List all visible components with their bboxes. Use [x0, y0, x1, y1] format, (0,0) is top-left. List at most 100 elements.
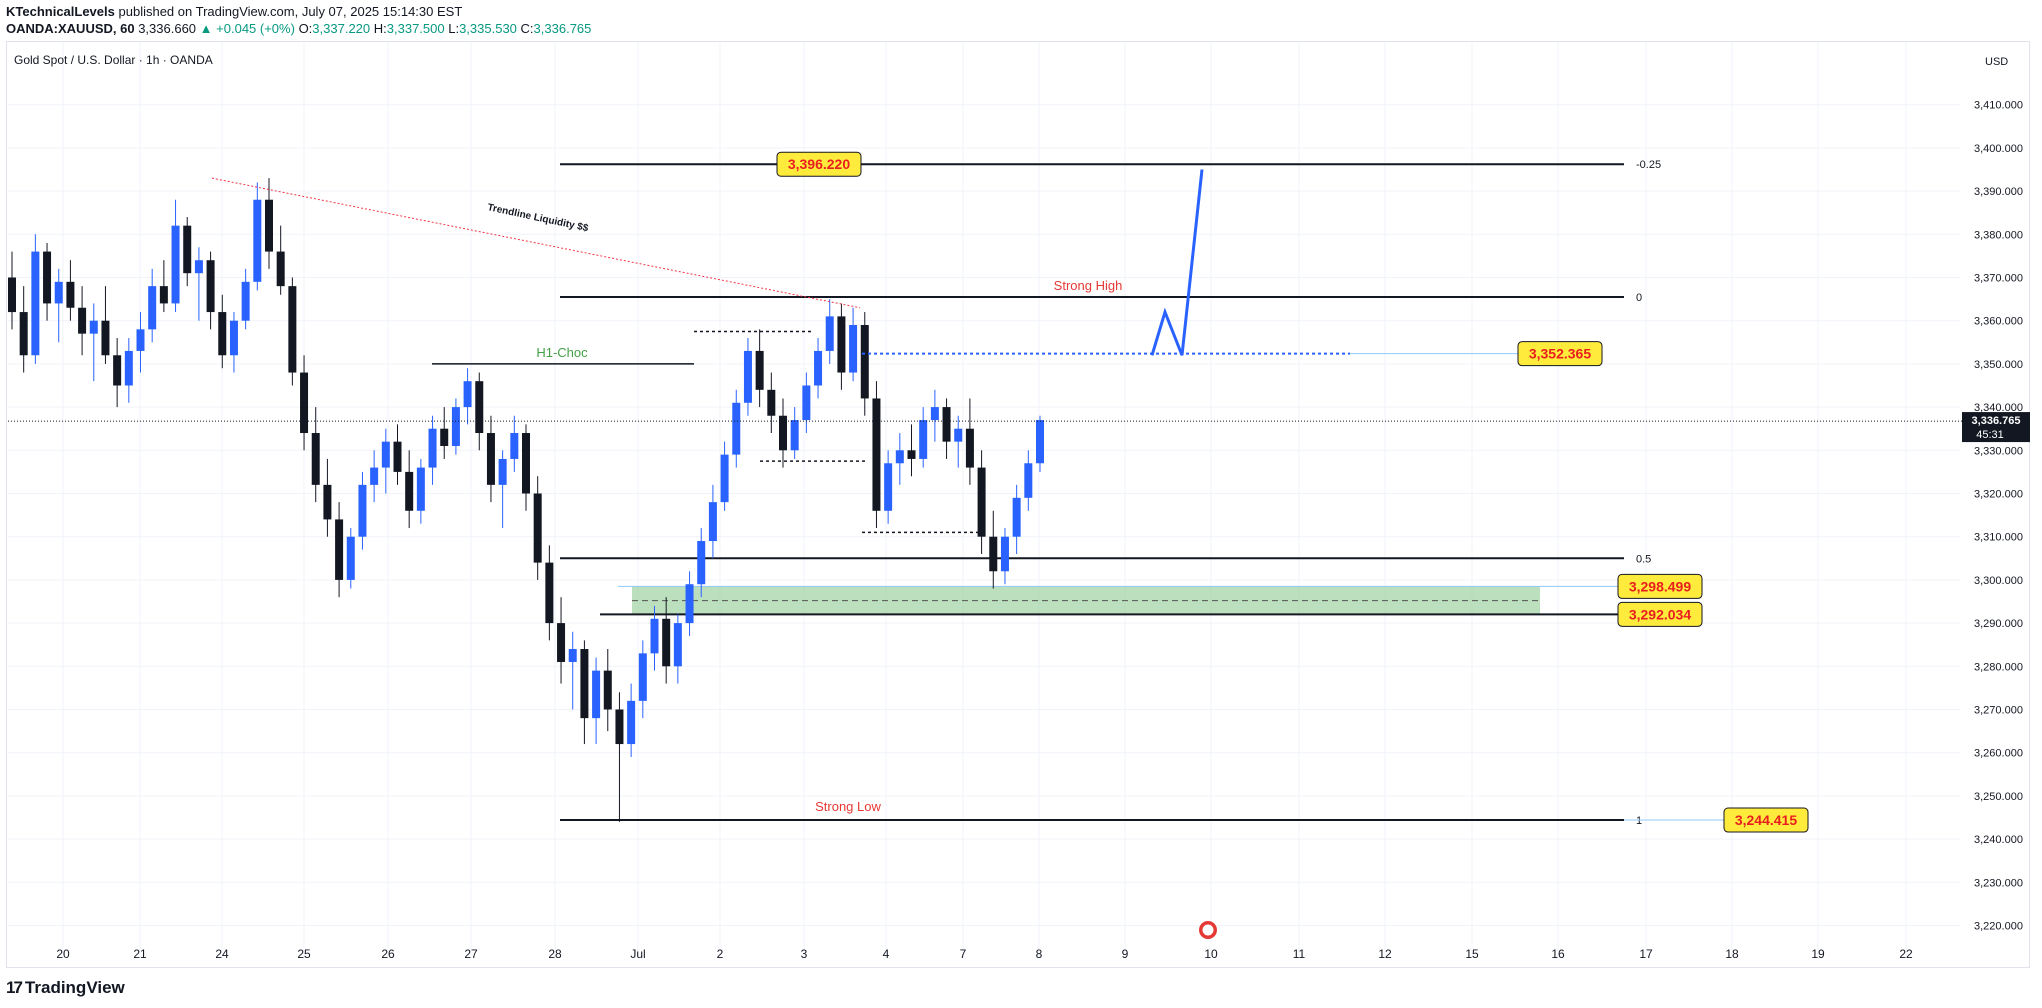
candle-body [1024, 463, 1033, 498]
price-label-3352: 3,352.365 [1529, 346, 1591, 362]
current-price-value: 3,336.765 [1972, 415, 2021, 427]
candle-body [884, 463, 893, 511]
x-tick-label: 12 [1378, 947, 1392, 961]
y-tick-label: 3,350.000 [1974, 359, 2023, 371]
candle-body [603, 670, 612, 710]
y-tick-label: 3,270.000 [1974, 705, 2023, 717]
y-tick-label: 3,290.000 [1974, 618, 2023, 630]
currency-label[interactable]: USD [1985, 56, 2008, 68]
candle-body [218, 312, 227, 356]
candle-body [802, 385, 811, 421]
candle-body [124, 350, 133, 386]
fib-0.5-label: 0.5 [1636, 553, 1651, 565]
low-label: L: [448, 21, 460, 36]
candle-body [825, 316, 834, 351]
x-tick-label: 17 [1639, 947, 1653, 961]
annotations: Trendline Liquidity $$ Strong High Strong … [8, 169, 1962, 939]
candle-body [627, 700, 636, 745]
price-label-3244: 3,244.415 [1735, 812, 1797, 828]
candle-body [78, 307, 87, 334]
candle-body [790, 420, 799, 451]
candle-body [592, 670, 601, 719]
x-tick-label: 25 [297, 947, 311, 961]
candle-body [498, 458, 507, 485]
x-tick-label: 7 [960, 947, 967, 961]
candle-body [685, 584, 694, 624]
x-tick-label: 27 [464, 947, 478, 961]
candle-body [54, 281, 63, 304]
candle-body [405, 471, 414, 511]
candle-body [872, 398, 881, 511]
brand-name: TradingView [24, 978, 125, 997]
x-tick-label: 9 [1122, 947, 1129, 961]
chart-frame [6, 41, 2030, 968]
trendline [211, 177, 861, 309]
strong-high-label: Strong High [1054, 278, 1123, 293]
candle-body [31, 251, 40, 356]
x-tick-label: 15 [1465, 947, 1479, 961]
candle-body [580, 649, 589, 719]
candle-body [288, 286, 297, 373]
last-price: 3,336.660 [138, 21, 197, 36]
x-tick-label: 10 [1204, 947, 1218, 961]
candle-body [416, 467, 425, 511]
candle-body [708, 502, 717, 542]
candle-body [954, 428, 963, 442]
x-tick-label: 3 [801, 947, 808, 961]
candle-body [229, 320, 238, 356]
open-label: O: [298, 21, 313, 36]
price-label-3292-box [1617, 601, 1703, 627]
tradingview-brand[interactable]: 17 TradingView [6, 978, 125, 998]
y-tick-label: 3,310.000 [1974, 532, 2023, 544]
countdown: 45:31 [1976, 429, 2004, 441]
candle-body [265, 199, 273, 252]
symbol-label[interactable]: OANDA:XAUUSD, 60 [6, 21, 135, 36]
candle-body [930, 407, 939, 421]
candle-body [697, 541, 706, 585]
candle-body [300, 372, 309, 434]
current-price-tag [1962, 412, 2030, 443]
tradingview-logo-icon: 17 [6, 978, 23, 997]
ohlc-bar: OANDA:XAUUSD, 60 3,336.660 ▲ +0.045 (+0%… [6, 20, 591, 38]
candle-body [89, 320, 98, 334]
x-tick-label: 22 [1899, 947, 1913, 961]
x-tick-label: 20 [56, 947, 70, 961]
publish-info: KTechnicalLevels published on TradingVie… [6, 3, 462, 21]
candle-body [615, 709, 624, 745]
y-tick-label: 3,250.000 [1974, 791, 2023, 803]
candle-body [557, 623, 566, 662]
y-tick-label: 3,280.000 [1974, 661, 2023, 673]
low-value: 3,335.530 [459, 21, 517, 36]
x-tick-label: 26 [381, 947, 395, 961]
strong-low-label: Strong Low [815, 799, 881, 814]
candlesticks [8, 178, 1044, 822]
author-name[interactable]: KTechnicalLevels [6, 4, 115, 19]
x-tick-label: 18 [1725, 947, 1739, 961]
candle-body [370, 467, 379, 485]
high-value: 3,337.500 [386, 21, 445, 36]
candle-body [849, 325, 858, 373]
price-label-3298-box [1617, 573, 1703, 599]
y-tick-label: 3,370.000 [1974, 273, 2023, 285]
candle-body [673, 623, 682, 667]
candle-body [19, 312, 28, 356]
open-value: 3,337.220 [312, 21, 371, 36]
x-tick-label: 4 [883, 947, 890, 961]
candle-body [136, 329, 145, 351]
time-axis[interactable]: 20 21 24 25 26 27 28 Jul 2 3 4 7 8 9 10 11 12 15 16 17 18 19 2… [56, 947, 1913, 961]
candle-body [1036, 420, 1044, 464]
candle-body [662, 618, 671, 667]
chart-title: Gold Spot / U.S. Dollar · 1h · OANDA [14, 53, 213, 67]
candle-body [194, 260, 203, 274]
candle-body [755, 350, 764, 390]
x-tick-label: Jul [630, 947, 645, 961]
candle-body [638, 653, 647, 701]
candle-body [1012, 497, 1021, 537]
price-label-3244-box [1723, 807, 1809, 833]
candle-body [381, 441, 390, 468]
candle-body [545, 562, 554, 624]
price-label-3298: 3,298.499 [1629, 578, 1691, 594]
candle-body [276, 251, 285, 287]
price-axis[interactable]: 3,220.000 3,230.000 3,240.000 3,250.000 3,26… [1962, 100, 2030, 933]
